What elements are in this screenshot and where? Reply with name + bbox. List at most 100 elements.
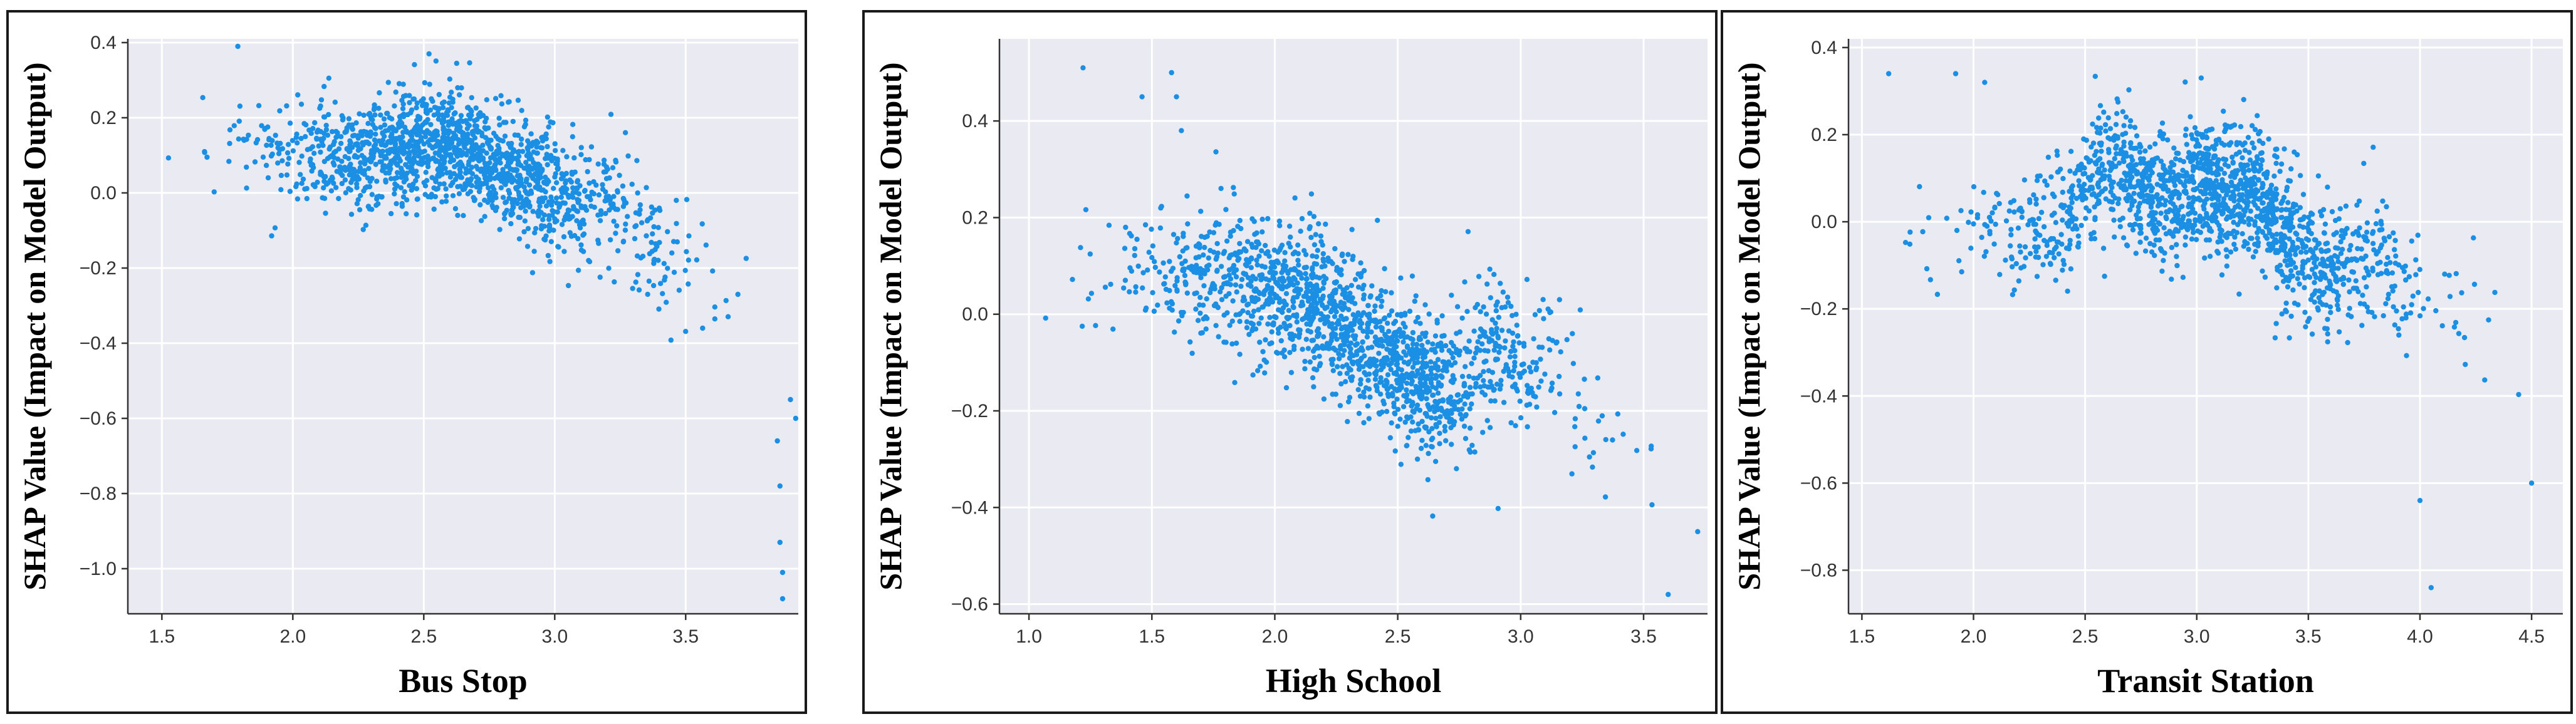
scatter-point	[368, 131, 373, 137]
scatter-point	[2394, 308, 2399, 314]
scatter-point	[515, 97, 521, 103]
scatter-point	[1449, 401, 1454, 407]
scatter-point	[2188, 114, 2193, 120]
scatter-point	[518, 142, 524, 147]
scatter-point	[1276, 330, 1281, 336]
scatter-point	[1132, 252, 1137, 259]
scatter-point	[2169, 160, 2174, 165]
scatter-point	[1134, 236, 1140, 242]
scatter-point	[2274, 231, 2280, 237]
scatter-point	[1503, 304, 1508, 310]
scatter-point	[398, 185, 404, 190]
scatter-point	[2391, 304, 2396, 310]
scatter-point	[2258, 212, 2263, 219]
scatter-point	[2171, 145, 2177, 151]
scatter-point	[2260, 182, 2266, 188]
scatter-point	[1184, 245, 1190, 251]
scatter-point	[441, 181, 447, 187]
scatter-point	[2058, 203, 2064, 209]
scatter-point	[524, 190, 529, 196]
scatter-point	[2374, 251, 2379, 257]
scatter-point	[1463, 411, 1469, 418]
scatter-point	[439, 100, 446, 106]
scatter-point	[2083, 215, 2088, 221]
scatter-point	[477, 202, 483, 208]
scatter-point	[2335, 306, 2341, 313]
scatter-point	[1160, 260, 1166, 266]
scatter-point	[2337, 206, 2343, 212]
scatter-point	[487, 190, 493, 195]
scatter-point	[477, 147, 482, 153]
scatter-point	[1256, 321, 1262, 326]
scatter-point	[2329, 267, 2335, 273]
scatter-point	[1274, 258, 1280, 264]
scatter-point	[378, 125, 383, 130]
scatter-point	[2384, 204, 2389, 210]
scatter-point	[639, 220, 645, 225]
scatter-point	[2285, 221, 2292, 227]
scatter-point	[622, 130, 628, 135]
y-tick-label: −0.2	[951, 401, 988, 421]
scatter-point	[1924, 266, 1930, 272]
scatter-point	[1079, 323, 1085, 329]
scatter-point	[509, 178, 515, 184]
scatter-point	[2390, 288, 2396, 294]
scatter-point	[1328, 338, 1334, 344]
scatter-point	[777, 483, 783, 489]
scatter-point	[1521, 361, 1526, 367]
scatter-point	[1299, 276, 1305, 281]
scatter-point	[468, 155, 474, 161]
scatter-point	[2054, 148, 2060, 154]
scatter-point	[1318, 311, 1324, 317]
scatter-point	[421, 101, 427, 107]
scatter-point	[2219, 272, 2225, 278]
scatter-point	[1106, 222, 1112, 228]
scatter-point	[540, 199, 546, 205]
chart-high-school: 1.0 1.5 2.0 2.5 3.0 3.50.40.20.0−0.2−0.4−0.6H…	[873, 39, 1708, 700]
scatter-point	[523, 160, 529, 165]
scatter-point	[2156, 237, 2162, 243]
scatter-point	[1224, 238, 1230, 244]
scatter-point	[1271, 264, 1278, 270]
scatter-point	[1180, 248, 1186, 254]
scatter-point	[2087, 184, 2094, 190]
scatter-point	[1495, 334, 1501, 339]
scatter-point	[394, 136, 399, 142]
scatter-point	[1320, 251, 1326, 257]
scatter-point	[2335, 266, 2341, 271]
scatter-point	[553, 171, 558, 177]
scatter-point	[320, 143, 326, 148]
scatter-point	[2182, 242, 2188, 248]
scatter-point	[1174, 275, 1180, 281]
scatter-point	[374, 194, 380, 200]
scatter-point	[1299, 215, 1305, 222]
scatter-point	[529, 270, 536, 276]
scatter-point	[2309, 220, 2315, 226]
scatter-point	[2386, 234, 2392, 240]
scatter-point	[361, 112, 367, 118]
x-tick-label: 2.0	[279, 626, 306, 647]
scatter-point	[1478, 373, 1483, 378]
scatter-point	[1283, 302, 1289, 308]
scatter-point	[2165, 137, 2171, 143]
scatter-point	[1408, 428, 1414, 434]
scatter-point	[2231, 213, 2237, 219]
scatter-point	[1213, 323, 1219, 328]
scatter-point	[2137, 239, 2143, 245]
scatter-point	[325, 132, 331, 138]
scatter-point	[1430, 393, 1436, 398]
scatter-point	[2127, 207, 2133, 213]
scatter-point	[2226, 163, 2231, 169]
scatter-point	[2067, 242, 2073, 247]
scatter-point	[1491, 272, 1497, 277]
scatter-point	[2204, 151, 2209, 157]
scatter-point	[1340, 287, 1346, 292]
scatter-point	[553, 195, 560, 201]
scatter-point	[1457, 329, 1463, 335]
scatter-point	[2232, 234, 2238, 240]
scatter-point	[1193, 306, 1199, 312]
scatter-point	[2347, 289, 2352, 295]
scatter-point	[2316, 295, 2322, 301]
scatter-point	[588, 197, 593, 203]
scatter-point	[300, 176, 306, 182]
